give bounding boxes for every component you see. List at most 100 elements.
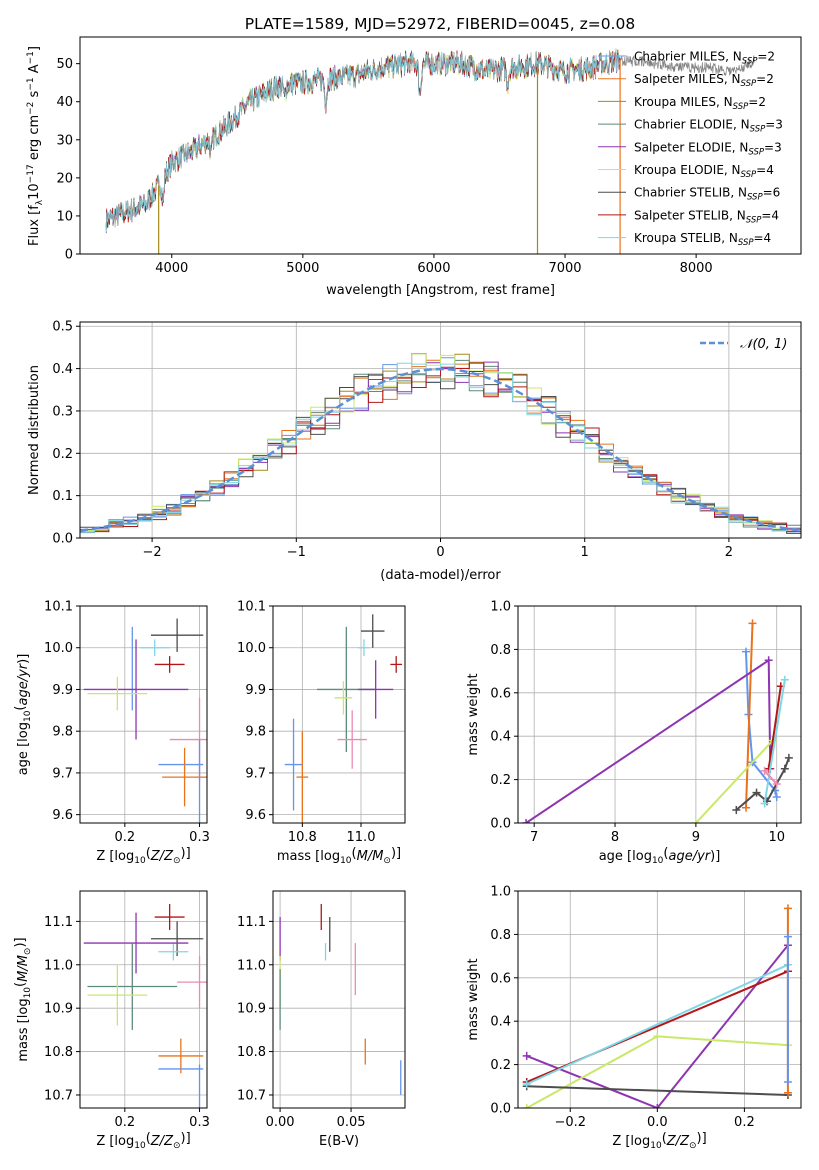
x-tick-label: 0.00 [266,1115,295,1130]
y-tick-label: 9.6 [52,808,73,823]
y-tick-label: 0.4 [52,362,73,377]
weight-marker [752,788,761,797]
y-tick-label: 9.9 [52,683,73,698]
legend-entry: Salpeter MILES, NSSP=2 [634,72,774,89]
y-tick-label: 40 [56,95,73,110]
y-tick-label: 10.9 [44,1002,73,1017]
y-tick-label: 0.3 [52,404,73,419]
weight-series [760,766,781,788]
weight-marker [764,656,773,665]
weight-marker [732,805,741,814]
z_mass-panel: 0.2 0.3 10.7 10.8 10.9 11.0 11.1 Z [log10(Z/Z⊙)… [13,890,210,1151]
y-tick-label: 10.7 [237,1088,266,1103]
weight-marker [783,1088,792,1097]
legend-entry: Chabrier ELODIE, NSSP=3 [634,118,783,135]
errorbar-point [162,747,207,807]
x-axis-label: E(B-V) [319,1134,359,1149]
weight-series [783,932,792,1086]
weight-line [763,770,778,785]
errorbar-point [150,618,204,652]
y-tick-label: 50 [56,57,73,72]
errorbar-point [358,639,370,657]
legend-entry: 𝒩(0, 1) [740,337,787,352]
y-tick-label: 10.0 [44,641,73,656]
y-axis-label: mass [log10(M/M⊙)] [13,937,33,1061]
x-axis-label: Z [log10(Z/Z⊙)] [96,1131,190,1151]
spectrum-panel: 4000 5000 6000 7000 8000 0 10 20 30 40 50 wavelengt… [26,36,802,298]
weight-marker [780,764,789,773]
x-tick-label: −1 [287,545,306,560]
weight-marker [522,1080,531,1089]
x-tick-label: 0.3 [189,1115,210,1130]
errorbar-point [358,660,394,719]
weight-marker [522,1051,531,1060]
x-tick-label: 8 [611,830,619,845]
weight-series [742,619,757,812]
axes-frame [272,890,406,1109]
errorbar-point [284,718,303,811]
weight-marker [522,1104,531,1108]
weight-series [691,736,777,823]
plot-area [83,904,207,1108]
x-tick-label: 2 [725,545,733,560]
x-tick-label: 0 [436,545,444,560]
x-tick-label: 8000 [680,261,713,276]
errorbar-point [83,639,189,740]
y-tick-label: 0.8 [490,928,511,943]
y-tick-label: 11.1 [44,915,73,930]
weight-marker [760,799,769,808]
weight-line [735,757,790,811]
y-tick-label: 0.0 [490,817,511,832]
x-axis-label: (data-model)/error [380,568,501,583]
figure-title: PLATE=1589, MJD=52972, FIBERID=0045, z=0… [245,15,635,33]
weight-marker [772,779,781,788]
weight-marker [691,819,700,823]
y-tick-label: 0.1 [52,489,73,504]
x-tick-label: 11.0 [347,830,376,845]
errorbar-point [158,943,189,961]
y-axis-label: age [log10(age/yr)] [13,654,33,776]
errorbar-point [177,956,207,1009]
x-tick-label: 0.05 [337,1115,366,1130]
z_age-panel: 0.2 0.3 9.6 9.7 9.8 9.9 10.0 10.1 Z [log10(Z/Z⊙)… [13,600,210,867]
y-tick-label: 10.1 [44,600,73,615]
x-tick-label: 1 [581,545,589,560]
y-tick-label: 9.8 [52,725,73,740]
y-tick-label: 0.5 [52,320,73,335]
errorbar-point [154,656,185,673]
y-tick-label: 11.1 [237,915,266,930]
errorbar-point [154,904,185,931]
weight-marker [742,647,751,656]
y-tick-label: 30 [56,133,73,148]
weight-marker [653,1104,662,1108]
weight-marker [780,675,789,684]
y-tick-label: 11.0 [44,958,73,973]
weight-line [745,623,754,808]
residuals-panel: −2 −1 0 1 2 0.0 0.1 0.2 0.3 0.4 0.5 (data-model)/er… [27,320,802,583]
y-tick-label: 10.8 [44,1045,73,1060]
weight-series [522,656,775,823]
plot-area [83,618,207,823]
y-tick-label: 9.9 [245,683,266,698]
normal-distribution-curve [80,367,801,532]
y-tick-label: 1.0 [490,600,511,615]
plot-area [522,619,793,823]
axes-frame [79,605,208,824]
y-tick-label: 10.8 [237,1045,266,1060]
y-tick-label: 20 [56,171,73,186]
x-tick-label: 7 [530,830,538,845]
legend-entry: Chabrier MILES, NSSP=2 [634,50,775,67]
age_weight-panel: 7 8 9 10 0.0 0.2 0.4 0.6 0.8 1.0 age [log10(age/yr… [466,600,802,866]
y-tick-label: 9.7 [245,766,266,781]
y-tick-label: 0.6 [490,686,511,701]
weight-marker [764,764,773,773]
ebv_mass-panel: 0.00 0.05 10.7 10.8 10.9 11.0 11.1 E(B-V) [237,890,406,1149]
weight-line [695,739,774,823]
mass_age-panel: 10.8 11.0 9.6 9.7 9.8 9.9 10.0 10.1 mass [log10(… [237,600,406,866]
y-tick-label: 0.2 [490,773,511,788]
weight-marker [783,1077,792,1086]
x-tick-label: 0.0 [647,1115,668,1130]
x-tick-label: 9 [692,830,700,845]
errorbar-point [296,731,309,823]
